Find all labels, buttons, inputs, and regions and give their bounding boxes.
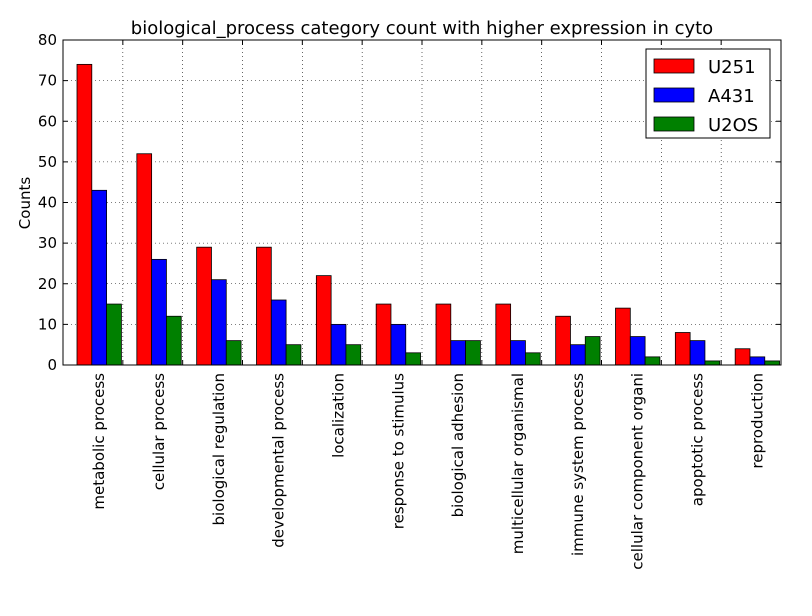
bar-u2os xyxy=(644,356,661,366)
chart-title: biological_process category count with h… xyxy=(131,18,713,39)
legend: U251 A431 U2OS xyxy=(645,48,771,139)
bar-u251 xyxy=(435,303,452,366)
bar-a431 xyxy=(211,279,227,366)
x-tick-label: biological adhesion xyxy=(449,373,467,517)
x-tick-label: reproduction xyxy=(748,373,766,469)
legend-swatch xyxy=(653,87,695,103)
legend-label: U2OS xyxy=(708,115,758,136)
bar-u2os xyxy=(405,352,421,366)
y-tick-label: 70 xyxy=(38,72,57,90)
bar-a431 xyxy=(689,340,706,366)
bar-a431 xyxy=(450,340,466,366)
y-tick-label: 60 xyxy=(38,112,57,130)
bar-u251 xyxy=(76,63,93,366)
y-tick-label: 80 xyxy=(38,31,57,49)
bar-u2os xyxy=(465,340,481,366)
x-tick-label: cellular process xyxy=(150,373,168,490)
bar-a431 xyxy=(270,299,287,366)
bar-a431 xyxy=(91,189,108,366)
x-tick-label: biological regulation xyxy=(210,373,228,525)
bar-u251 xyxy=(734,348,751,366)
y-tick-label: 20 xyxy=(38,275,57,293)
legend-swatch xyxy=(653,116,695,132)
bar-u251 xyxy=(555,315,571,366)
y-tick-label: 0 xyxy=(47,356,57,374)
x-tick-label: apoptotic process xyxy=(689,373,707,506)
y-tick-label: 50 xyxy=(38,153,57,171)
bar-a431 xyxy=(570,344,586,366)
bar-u251 xyxy=(315,275,332,366)
bar-a431 xyxy=(510,340,526,366)
y-tick-label: 30 xyxy=(38,234,57,252)
y-axis-label: Counts xyxy=(16,177,34,230)
axis-ticks: 0 10 20 30 40 50 60 70 80 metabolic process cellul… xyxy=(38,31,781,570)
bar-u251 xyxy=(256,246,272,366)
x-tick-label: multicellular organismal xyxy=(509,373,527,554)
legend-label: U251 xyxy=(708,57,756,78)
bar-u251 xyxy=(615,307,631,366)
y-tick-label: 10 xyxy=(38,315,57,333)
bar-u2os xyxy=(285,344,302,366)
bar-a431 xyxy=(390,323,407,366)
x-tick-label: developmental process xyxy=(270,373,288,548)
bar-a431 xyxy=(330,323,347,366)
bar-u251 xyxy=(196,246,212,366)
bar-a431 xyxy=(629,336,646,366)
bars xyxy=(76,63,780,366)
legend-swatch xyxy=(653,58,695,74)
bar-u2os xyxy=(225,340,242,366)
x-tick-label: immune system process xyxy=(569,373,587,556)
bar-a431 xyxy=(749,356,766,366)
bar-u2os xyxy=(166,315,182,366)
x-tick-label: metabolic process xyxy=(90,373,108,510)
bar-u251 xyxy=(136,153,153,366)
bar-u2os xyxy=(345,344,362,366)
bar-u2os xyxy=(106,303,122,366)
bar-u2os xyxy=(525,352,541,366)
x-tick-label: localization xyxy=(330,373,348,458)
y-tick-label: 40 xyxy=(38,194,57,212)
bar-u2os xyxy=(764,360,780,366)
bar-u2os xyxy=(704,360,721,366)
bar-u251 xyxy=(495,303,512,366)
bar-u251 xyxy=(375,303,392,366)
bar-a431 xyxy=(151,258,167,366)
x-tick-label: cellular component organi xyxy=(629,373,647,570)
bar-u2os xyxy=(584,336,601,366)
legend-label: A431 xyxy=(708,86,755,107)
bar-u251 xyxy=(674,332,691,366)
x-tick-label: response to stimulus xyxy=(389,373,407,529)
